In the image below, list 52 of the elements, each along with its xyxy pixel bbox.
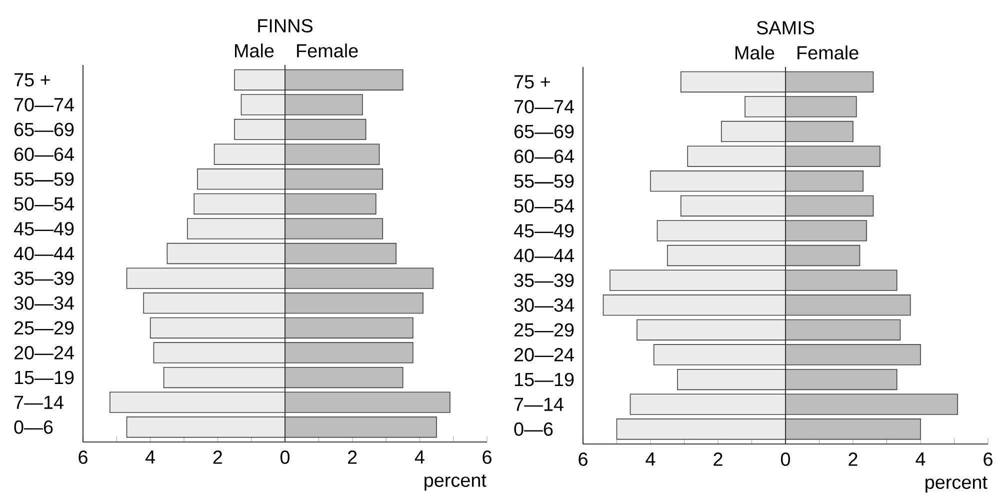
y-tick-label: 60—64 [14,148,74,161]
y-tick-label: 35—39 [14,272,74,286]
y-tick-label: 50—54 [514,199,574,213]
x-tick-label: 2 [714,452,722,466]
x-tick-label: 2 [348,450,357,464]
x-tick-label: 4 [414,450,424,464]
y-tick-label: 75 + [514,75,550,88]
chart-title: FINNS [258,19,313,32]
x-tick-label: 6 [78,450,88,464]
y-tick-label: 20—24 [514,348,574,362]
y-tick-label: 45—49 [14,222,74,236]
y-tick-label: 25—29 [514,323,574,337]
x-tick-label: 6 [984,452,992,466]
y-tick-label: 55—59 [14,172,74,186]
x-axis-title: percent [424,474,486,491]
y-tick-label: 70—74 [14,98,74,112]
y-tick-label: 60—64 [514,150,574,163]
x-tick-label: 4 [146,450,156,464]
y-tick-label: 75 + [14,73,50,86]
y-tick-label: 45—49 [514,224,574,238]
x-tick-label: 4 [916,452,926,466]
x-tick-label: 6 [482,450,492,464]
series-label: Female [297,44,358,58]
y-tick-label: 50—54 [14,197,74,211]
y-tick-label: 7—14 [514,398,564,411]
x-tick-label: 0 [280,450,290,464]
y-tick-label: 15—19 [514,372,574,386]
y-tick-label: 25—29 [14,321,74,335]
y-tick-label: 15—19 [14,370,74,384]
x-tick-label: 0 [780,452,790,466]
y-tick-label: 55—59 [514,174,574,188]
series-label: Male [736,46,774,60]
y-tick-label: 7—14 [14,396,64,409]
y-tick-label: 40—44 [14,246,74,260]
x-tick-label: 4 [646,452,656,466]
series-label: Male [235,44,274,58]
y-tick-label: 20—24 [14,346,74,360]
y-tick-label: 35—39 [514,274,574,288]
x-tick-label: 6 [578,452,588,466]
y-tick-label: 30—34 [14,296,74,310]
x-axis-title: percent [926,476,988,493]
y-tick-label: 0—6 [14,420,53,434]
y-tick-label: 70—74 [514,100,574,114]
y-tick-label: 40—44 [514,248,574,262]
y-tick-label: 65—69 [514,124,574,138]
y-tick-label: 0—6 [514,422,553,436]
y-tick-label: 65—69 [14,122,74,136]
x-tick-label: 2 [848,452,858,466]
y-tick-label: 30—34 [514,298,574,312]
series-label: Female [798,46,858,60]
x-tick-label: 2 [213,450,222,464]
chart-title: SAMIS [756,21,814,34]
